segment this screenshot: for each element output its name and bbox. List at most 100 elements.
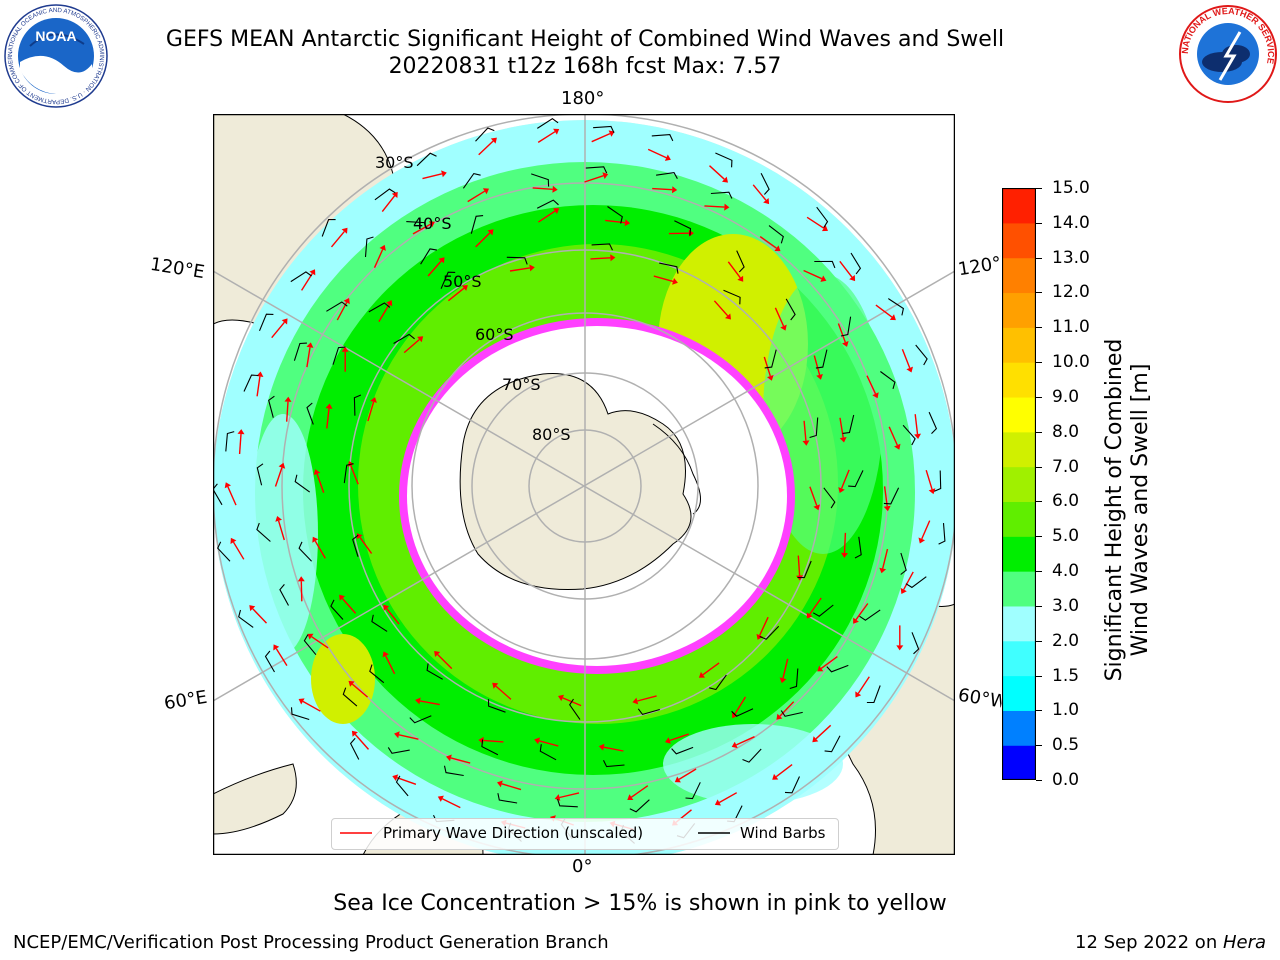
- footer-org: NCEP/EMC/Verification Post Processing Pr…: [13, 932, 609, 953]
- wave-arrow: [359, 536, 373, 554]
- wave-arrow-head: [428, 221, 435, 228]
- footer-host: Hera: [1222, 932, 1266, 953]
- colorbar-bin: [1002, 396, 1036, 433]
- wave-arrow-head: [722, 176, 728, 183]
- wave-arrow: [678, 768, 697, 780]
- colorbar-bin: [1002, 257, 1036, 294]
- wave-arrow: [809, 486, 818, 506]
- wave-arrow: [326, 408, 330, 429]
- wind-barb: [343, 463, 354, 484]
- wave-arrow-head: [386, 300, 393, 307]
- colorbar-tick-label: 6.0: [1052, 491, 1080, 512]
- wave-arrow-head: [737, 275, 744, 282]
- wave-arrow: [653, 275, 674, 283]
- wave-arrow: [727, 261, 741, 279]
- wind-barb: [764, 349, 777, 369]
- wave-arrow: [914, 414, 919, 435]
- wave-arrow-head: [928, 488, 936, 495]
- wave-arrow-head: [900, 587, 907, 594]
- wave-arrow: [803, 269, 823, 280]
- colorbar-bin: [1002, 745, 1036, 780]
- wave-arrow: [300, 581, 303, 602]
- wave-arrow-head: [889, 314, 896, 321]
- wind-barb: [426, 663, 443, 680]
- wind-barb: [905, 576, 927, 589]
- wave-arrow: [855, 603, 869, 621]
- wave-arrow: [630, 785, 649, 798]
- wind-barb: [685, 782, 701, 800]
- wave-arrow: [483, 739, 504, 743]
- wave-arrow: [286, 401, 289, 422]
- colorbar-bin: [1002, 466, 1036, 503]
- wind-barb: [416, 152, 437, 167]
- colorbar-tick-label: 12.0: [1052, 282, 1090, 303]
- wave-arrow-head: [249, 605, 256, 612]
- wave-arrow-head: [918, 537, 925, 544]
- colorbar-bin: [1002, 605, 1036, 642]
- wave-arrow: [901, 349, 911, 369]
- wave-arrow: [647, 148, 667, 159]
- wind-barb: [290, 271, 312, 283]
- wind-barb: [824, 735, 841, 753]
- wave-arrow-head: [298, 698, 305, 705]
- wind-barb: [637, 708, 660, 716]
- wind-barb: [374, 188, 396, 201]
- wave-arrow-head: [341, 346, 349, 352]
- wave-arrow-head: [529, 264, 535, 272]
- colorbar-tick-mark: [1036, 501, 1042, 503]
- wind-barb: [290, 707, 310, 721]
- wave-arrow: [385, 608, 400, 625]
- wind-barb: [326, 301, 348, 312]
- colorbar-tick-label: 13.0: [1052, 247, 1090, 268]
- wave-arrow-head: [306, 342, 314, 348]
- legend-wave-label: Primary Wave Direction (unscaled): [383, 824, 644, 842]
- colorbar-tick-label: 4.0: [1052, 561, 1080, 582]
- colorbar-bin: [1002, 327, 1036, 363]
- wave-arrow-head: [348, 680, 355, 687]
- colorbar-tick-label: 0.5: [1052, 735, 1080, 756]
- colorbar-bin: [1002, 501, 1036, 537]
- wave-arrow-head: [461, 285, 468, 291]
- colorbar-tick-mark: [1036, 710, 1042, 712]
- wind-barb: [715, 152, 733, 168]
- wind-barb: [470, 215, 484, 234]
- wind-barb: [368, 302, 391, 313]
- wave-arrow-head: [275, 516, 282, 522]
- wave-arrow: [314, 540, 326, 559]
- wave-arrow: [603, 746, 624, 752]
- wave-arrow: [316, 473, 325, 493]
- wind-barb: [293, 342, 307, 361]
- wave-arrow: [702, 662, 720, 676]
- wind-barb: [656, 172, 678, 179]
- colorbar-tick-label: 3.0: [1052, 595, 1080, 616]
- wind-barb: [440, 271, 456, 289]
- wind-barb: [736, 250, 745, 273]
- colorbar-bin: [1002, 188, 1036, 224]
- wave-arrow-head: [894, 443, 901, 450]
- wave-arrow: [538, 740, 559, 747]
- wind-barb: [911, 632, 920, 655]
- wave-arrow: [422, 173, 443, 180]
- wind-barb: [409, 715, 432, 724]
- wind-barb: [268, 395, 275, 418]
- wind-barb: [850, 252, 862, 275]
- wave-arrow: [637, 695, 657, 702]
- colorbar-tick-label: 2.0: [1052, 630, 1080, 651]
- wind-barb: [607, 206, 623, 224]
- wave-arrow-head: [307, 633, 314, 640]
- wind-barb: [238, 609, 254, 628]
- wave-arrow-head: [842, 341, 849, 347]
- wave-arrow-head: [341, 227, 348, 234]
- wave-arrow: [501, 783, 522, 791]
- wave-arrow: [495, 685, 512, 700]
- lat-label-30s: 30°S: [375, 153, 414, 172]
- wave-arrow: [271, 321, 285, 339]
- wave-arrow-head: [624, 219, 631, 227]
- wave-arrow: [302, 700, 321, 712]
- wave-arrow-head: [849, 275, 856, 282]
- madagascar-land: [213, 763, 297, 835]
- wave-arrow: [709, 165, 725, 180]
- colorbar-tick-mark: [1036, 362, 1042, 364]
- lat-label-40s: 40°S: [413, 214, 452, 233]
- wind-barb: [887, 298, 905, 316]
